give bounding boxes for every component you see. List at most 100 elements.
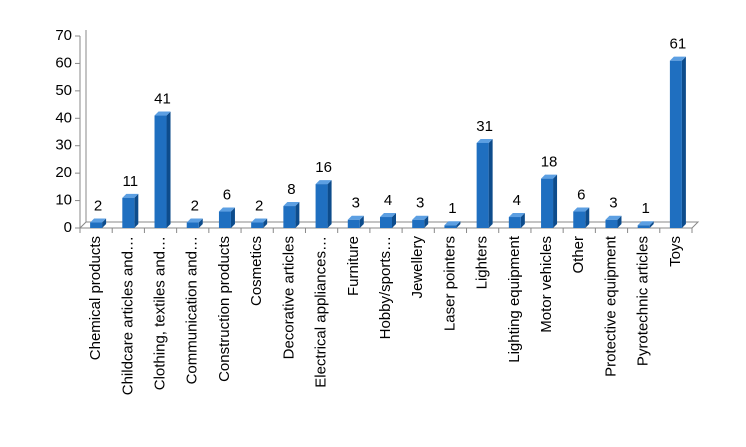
value-label: 4: [513, 192, 521, 209]
value-label: 61: [670, 36, 687, 53]
bar: [669, 60, 682, 228]
bar-top: [412, 215, 429, 220]
bar: [541, 178, 554, 228]
y-tick-label: 60: [55, 54, 72, 71]
value-label: 3: [609, 195, 617, 212]
x-tick-label: Communication and…: [184, 236, 201, 384]
value-label: 2: [94, 197, 102, 214]
x-tick-label: Clothing, textiles and…: [151, 236, 168, 390]
y-tick-label: 40: [55, 109, 72, 126]
x-tick-label: Hobby/sports…: [377, 236, 394, 339]
bar-side: [424, 215, 429, 228]
bar-side: [585, 207, 590, 228]
bar-top: [637, 221, 654, 226]
value-label: 1: [642, 200, 650, 217]
x-tick-label: Childcare articles and…: [119, 236, 136, 395]
value-label: 3: [416, 195, 424, 212]
bar: [573, 211, 586, 228]
bar-top: [508, 213, 525, 218]
bar-side: [327, 180, 332, 228]
bar-side: [649, 221, 654, 228]
bar-side: [617, 215, 622, 228]
bar: [637, 225, 650, 228]
bar-side: [488, 138, 493, 228]
bar: [476, 142, 489, 228]
bar-side: [520, 213, 525, 228]
x-tick-label: Toys: [667, 236, 684, 267]
value-label: 6: [223, 187, 231, 204]
x-tick-label: Jewellery: [409, 236, 426, 299]
bar: [347, 219, 360, 228]
bar-top: [154, 111, 171, 116]
x-tick-label: Decorative articles: [280, 236, 297, 359]
x-tick-label: Protective equipment: [602, 235, 619, 377]
bar-side: [295, 202, 300, 228]
bar: [508, 217, 521, 228]
bar-top: [251, 218, 268, 223]
x-tick-label: Furniture: [345, 236, 362, 296]
value-label: 2: [191, 197, 199, 214]
y-tick-label: 20: [55, 164, 72, 181]
value-label: 11: [123, 173, 139, 190]
bar: [218, 211, 231, 228]
value-label: 4: [384, 192, 392, 209]
bar-top: [90, 218, 107, 223]
value-label: 6: [577, 187, 585, 204]
value-label: 41: [154, 91, 171, 108]
bar: [380, 217, 392, 228]
x-tick-label: Construction products: [216, 236, 233, 382]
bar: [605, 219, 618, 228]
bar-top: [380, 213, 396, 218]
bar-top: [122, 193, 139, 198]
bar-side: [134, 193, 139, 228]
bar-side: [681, 56, 686, 228]
y-tick-label: 70: [55, 27, 72, 44]
bar-top: [605, 215, 622, 220]
y-tick-label: 50: [55, 82, 72, 99]
bar-side: [166, 111, 171, 228]
value-label: 18: [541, 154, 558, 171]
bar-top: [283, 202, 300, 207]
x-tick-label: Other: [570, 236, 587, 274]
bar: [315, 184, 328, 228]
bar-side: [198, 218, 203, 228]
bar-top: [476, 138, 493, 143]
bar: [283, 206, 296, 228]
bar: [444, 225, 457, 228]
bar: [412, 219, 425, 228]
x-tick-label: Motor vehicles: [538, 236, 555, 333]
bar: [186, 222, 199, 228]
x-tick-label: Pyrotechnic articles: [635, 236, 652, 366]
value-label: 2: [255, 197, 263, 214]
bar: [251, 222, 264, 228]
x-tick-label: Lighters: [474, 236, 491, 289]
bar-top: [573, 207, 590, 212]
bar-side: [553, 174, 558, 228]
value-label: 1: [448, 200, 456, 217]
bar-top: [541, 174, 558, 179]
y-tick-label: 0: [64, 219, 72, 236]
value-label: 31: [476, 118, 493, 135]
bar-top: [444, 221, 461, 226]
bar-top: [347, 215, 364, 220]
bar-top: [186, 218, 203, 223]
bar-side: [359, 215, 364, 228]
bar: [90, 222, 103, 228]
bar: [154, 115, 167, 228]
bar-top: [315, 180, 332, 185]
x-tick-label: Electrical appliances…: [313, 236, 330, 388]
value-label: 3: [352, 195, 360, 212]
x-tick-label: Chemical products: [87, 236, 104, 360]
x-tick-label: Lighting equipment: [506, 235, 523, 363]
bar-side: [102, 218, 107, 228]
bar-top: [218, 207, 235, 212]
bar-side: [263, 218, 268, 228]
y-tick-label: 10: [55, 192, 72, 209]
value-label: 16: [315, 159, 332, 176]
bar-side: [392, 213, 396, 228]
bar-side: [230, 207, 235, 228]
x-tick-label: Cosmetics: [248, 236, 265, 306]
bar-side: [456, 221, 461, 228]
